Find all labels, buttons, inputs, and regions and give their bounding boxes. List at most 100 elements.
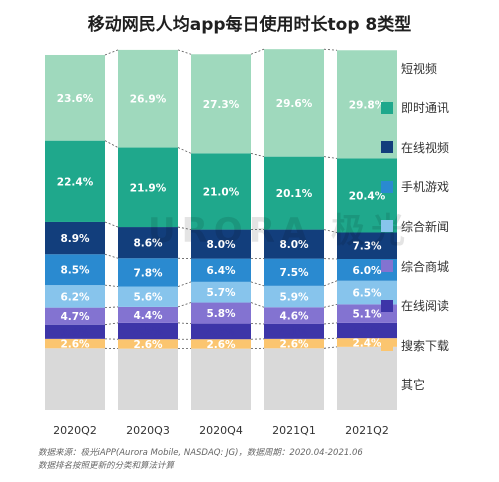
value-label: 5.6% — [133, 292, 163, 304]
value-label: 5.1% — [352, 309, 382, 321]
legend-swatch — [381, 299, 393, 312]
connector-即时通讯 — [250, 152, 265, 158]
legend-swatch — [381, 220, 393, 233]
connector-在线阅读 — [323, 322, 338, 325]
value-label: 7.3% — [352, 241, 382, 253]
value-label: 8.5% — [60, 265, 90, 277]
bar-2020Q2-综合商城 — [45, 307, 105, 325]
legend-item: 综合商城 — [381, 258, 449, 274]
connector-综合新闻 — [250, 281, 265, 287]
value-label: 6.0% — [352, 265, 382, 277]
bar-2020Q2-手机游戏 — [45, 254, 105, 286]
x-tick-label: 2020Q4 — [199, 424, 243, 437]
legend-item: 在线视频 — [381, 139, 449, 155]
bar-2020Q4-综合商城 — [191, 302, 251, 324]
value-label: 4.5% — [133, 326, 163, 338]
connector-短视频 — [104, 49, 119, 56]
legend-item: 搜索下载 — [381, 337, 449, 353]
bar-2020Q2-在线阅读 — [45, 324, 105, 339]
legend-label: 短视频 — [401, 61, 438, 76]
value-label: 21.0% — [203, 186, 240, 198]
connector-在线阅读 — [177, 322, 192, 325]
legend-item: 即时通讯 — [381, 100, 449, 116]
bar-2021Q2-即时通讯 — [337, 158, 397, 233]
bar-2020Q3-其它 — [118, 348, 178, 410]
bar-2021Q1-在线阅读 — [264, 323, 324, 339]
bar-2021Q1-在线视频 — [264, 229, 324, 259]
bar-2021Q2-在线视频 — [337, 232, 397, 259]
bar-2020Q4-其它 — [191, 348, 251, 410]
legend-label: 手机游戏 — [401, 180, 450, 195]
value-label: 4.6% — [279, 311, 309, 323]
value-label: 22.4% — [57, 176, 94, 188]
bar-2021Q2-搜索下载 — [337, 338, 397, 347]
x-tick-label: 2021Q1 — [272, 424, 316, 437]
bar-2020Q3-综合新闻 — [118, 286, 178, 307]
bar-2021Q1-综合商城 — [264, 307, 324, 324]
legend-swatch — [381, 101, 393, 114]
x-tick-label: 2021Q2 — [345, 424, 389, 437]
bar-2021Q2-综合新闻 — [337, 280, 397, 305]
footnote-method: 数据排名按照更新的分类和算法计算 — [38, 461, 175, 471]
legend-item: 综合新闻 — [381, 218, 449, 234]
bar-2021Q1-搜索下载 — [264, 338, 324, 349]
value-label: 2.6% — [279, 339, 309, 351]
legend-swatch — [381, 62, 393, 74]
value-label: 8.0% — [206, 239, 236, 251]
value-label: 8.6% — [133, 238, 163, 250]
bar-2021Q1-短视频 — [264, 49, 324, 157]
value-label: 20.4% — [349, 190, 386, 202]
connector-综合商城 — [177, 302, 192, 308]
connector-手机游戏 — [104, 253, 119, 259]
bar-2020Q4-综合新闻 — [191, 281, 251, 303]
x-tick-label: 2020Q2 — [53, 424, 97, 437]
connector-综合新闻 — [177, 281, 192, 287]
value-label: 27.3% — [203, 99, 240, 111]
bar-2020Q2-综合新闻 — [45, 285, 105, 308]
bar-2020Q4-即时通讯 — [191, 153, 251, 230]
legend-label: 搜索下载 — [401, 338, 450, 353]
connector-综合新闻 — [323, 280, 338, 287]
value-label: 4.4% — [133, 310, 163, 322]
legend-swatch — [381, 180, 393, 193]
bar-2020Q2-即时通讯 — [45, 140, 105, 222]
bar-2020Q3-在线阅读 — [118, 322, 178, 340]
aurora-watermark: URORA 极光 — [148, 211, 412, 251]
bar-2020Q2-短视频 — [45, 54, 105, 141]
value-label: 4.7% — [60, 311, 90, 323]
value-label: 5.7% — [206, 287, 236, 299]
legend-label: 在线视频 — [401, 140, 450, 155]
bar-2020Q4-在线视频 — [191, 229, 251, 259]
legend-swatch — [381, 260, 393, 272]
legend-item: 其它 — [381, 377, 425, 393]
value-label: 2.6% — [60, 339, 90, 351]
connector-即时通讯 — [177, 147, 192, 154]
legend-label: 即时通讯 — [401, 101, 450, 116]
legend-swatch — [381, 141, 393, 154]
bar-2020Q4-在线阅读 — [191, 323, 251, 340]
value-label: 23.6% — [57, 93, 94, 105]
legend-item: 短视频 — [381, 60, 437, 76]
connector-综合商城 — [104, 306, 119, 309]
value-label: 4.3% — [206, 326, 236, 338]
connector-在线视频 — [104, 221, 119, 228]
chart-title: 移动网民人均app每日使用时长top 8类型 — [87, 15, 412, 35]
value-label: 8.9% — [60, 233, 90, 245]
value-label: 29.6% — [276, 98, 313, 110]
footnotes: 数据来源：极光iAPP(Aurora Mobile, NASDAQ: JG)，数… — [38, 447, 363, 473]
bar-2020Q2-在线视频 — [45, 221, 105, 255]
legend-item: 在线阅读 — [381, 298, 449, 314]
bar-2021Q2-在线阅读 — [337, 322, 397, 339]
bar-2020Q2-其它 — [45, 348, 105, 410]
bar-2020Q2-搜索下载 — [45, 338, 105, 349]
legend-label: 在线阅读 — [401, 299, 450, 314]
value-label: 2.4% — [352, 337, 382, 349]
connector-短视频 — [323, 48, 338, 51]
value-label: 4.1% — [279, 326, 309, 338]
connector-即时通讯 — [104, 140, 119, 148]
bar-2020Q3-即时通讯 — [118, 147, 178, 228]
connector-综合商城 — [323, 303, 338, 308]
bar-2020Q3-搜索下载 — [118, 339, 178, 349]
connector-其它 — [323, 346, 338, 349]
connector-即时通讯 — [323, 156, 338, 159]
